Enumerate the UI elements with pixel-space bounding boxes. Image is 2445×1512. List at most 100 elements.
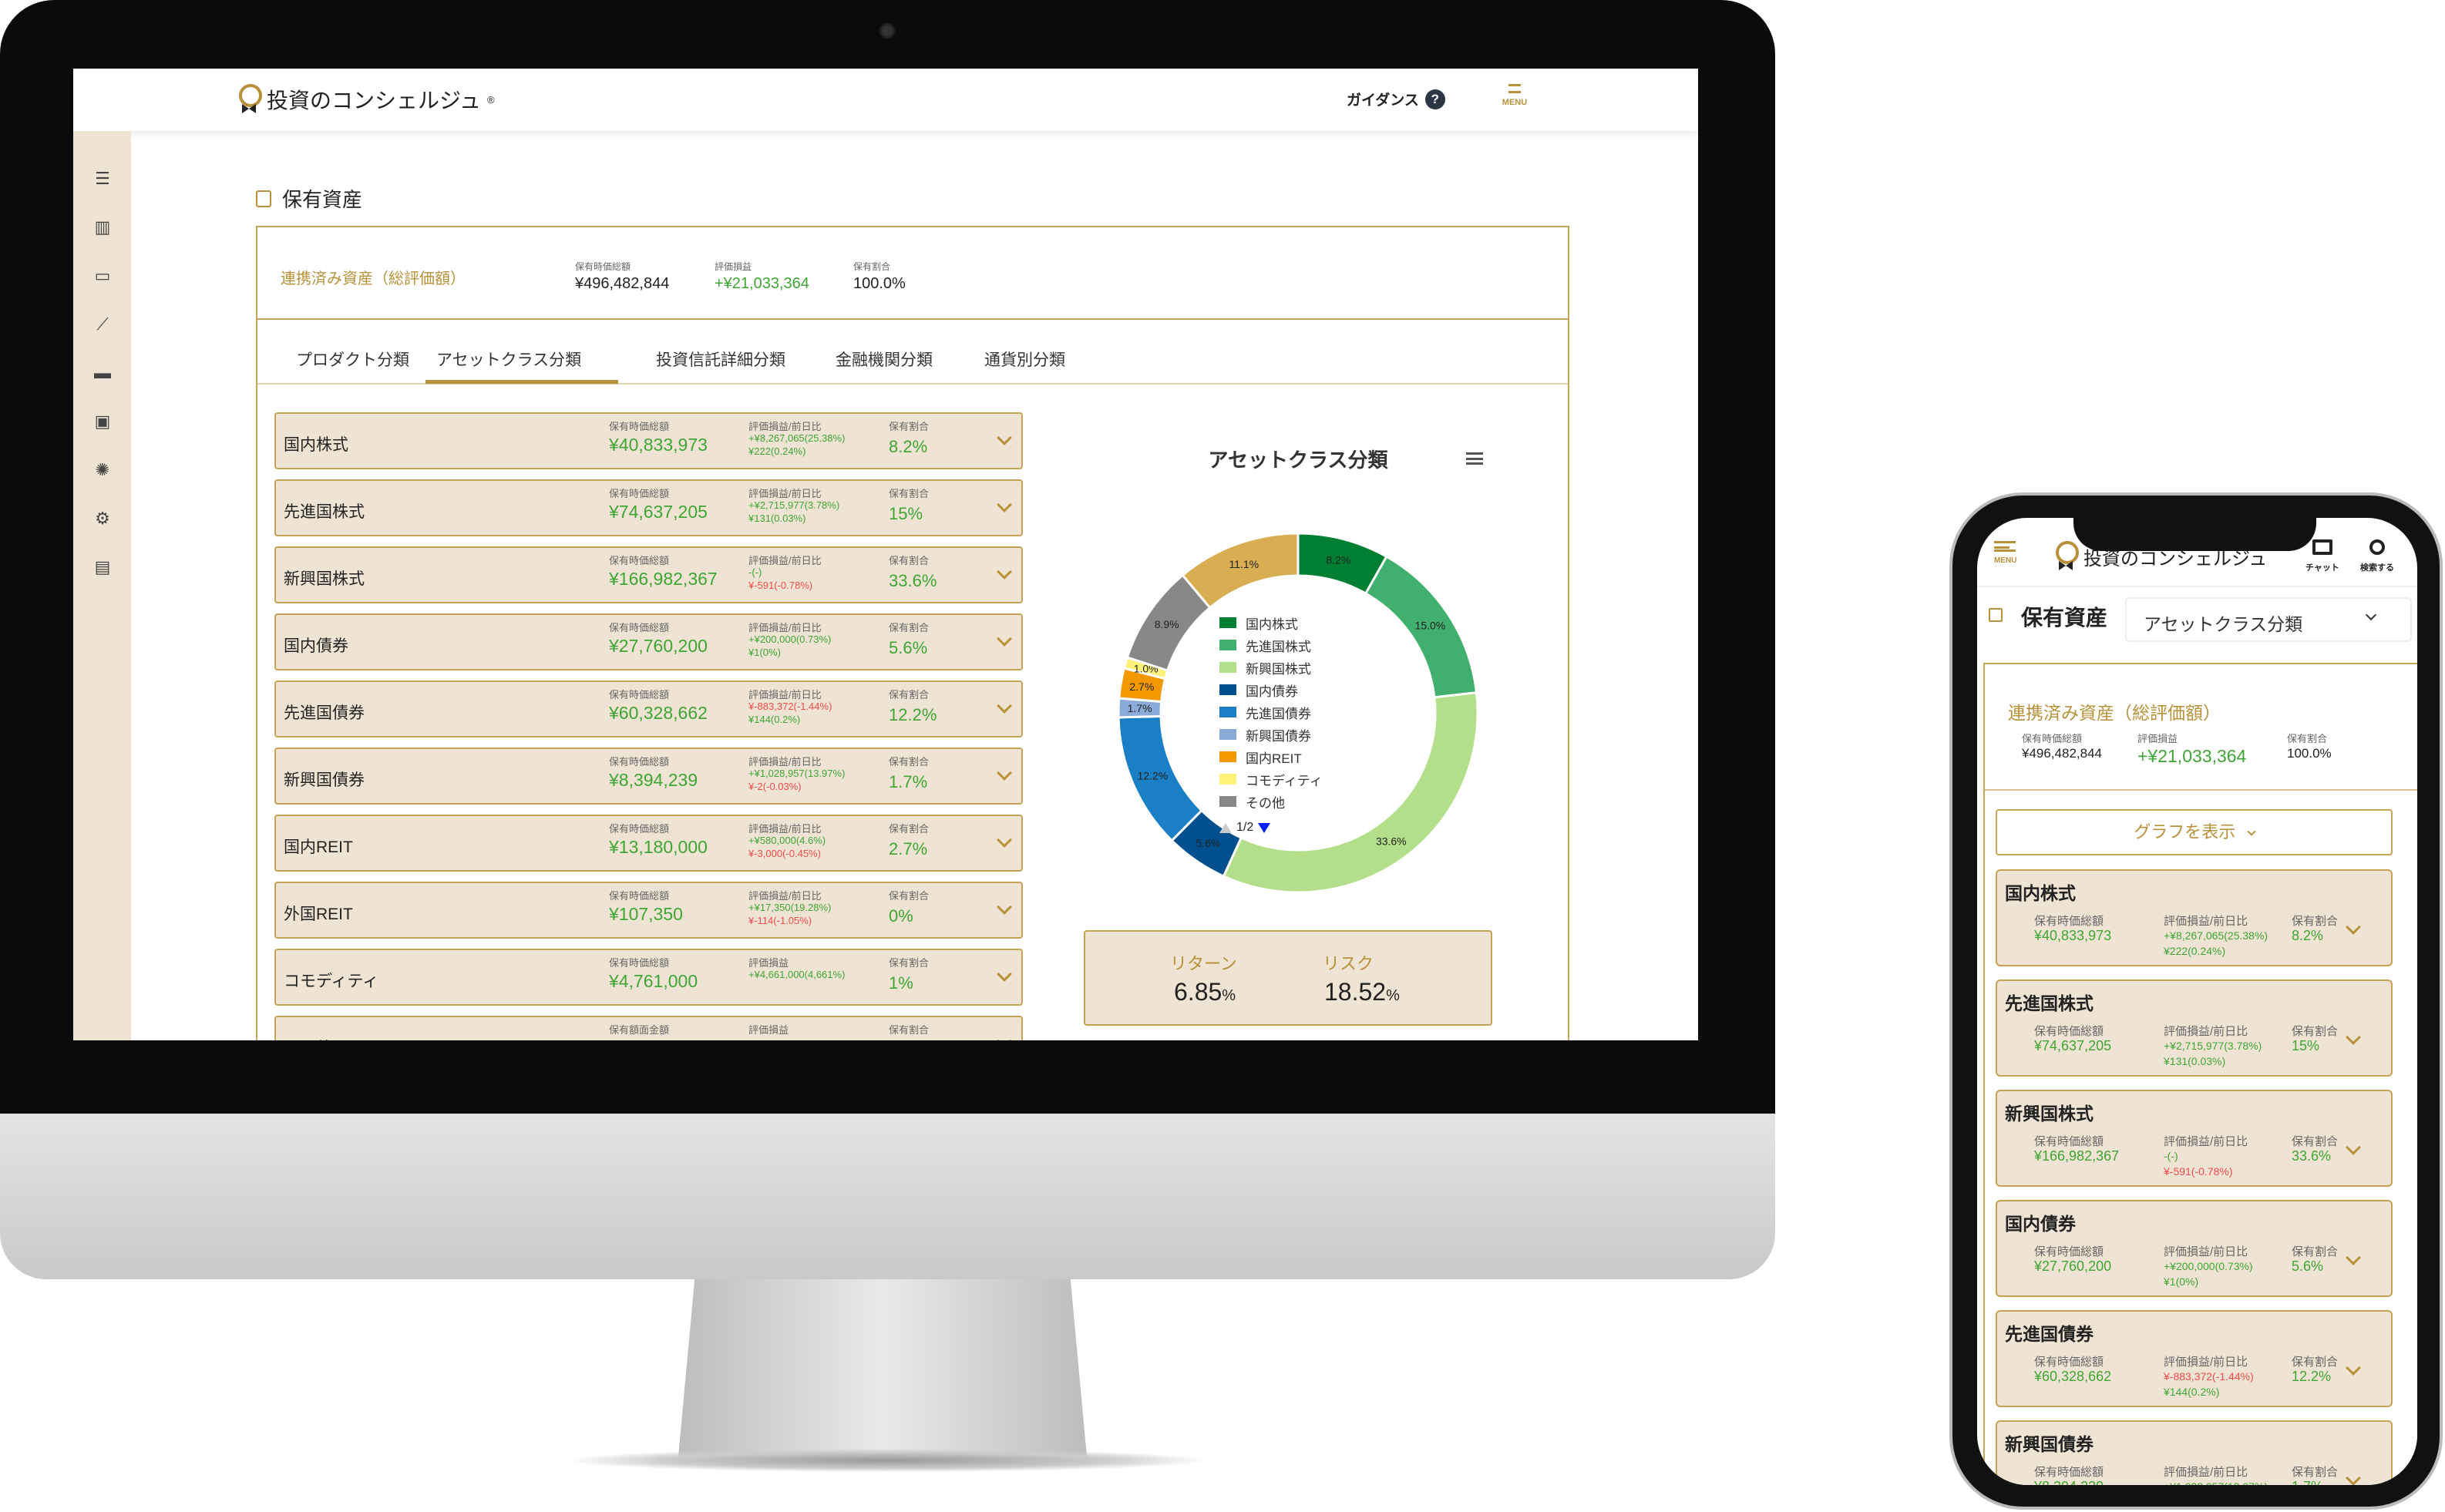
chevron-down-icon[interactable]	[997, 430, 1012, 445]
legend-label: その他	[1246, 795, 1285, 811]
summary-section: 連携済み資産（総評価額） 保有時価総額 ¥496,482,844 評価損益 +¥…	[257, 227, 1568, 320]
line-chart-icon[interactable]: ⟋	[96, 314, 109, 334]
bar-chart-icon[interactable]: ▥	[94, 217, 111, 237]
chevron-down-icon[interactable]	[997, 765, 1012, 781]
share-label: 保有割合	[889, 555, 930, 566]
mobile-logo[interactable]: 投資のコンシェルジュ	[2054, 541, 2267, 572]
lightbulb-icon[interactable]: ✺	[95, 460, 110, 479]
mobile-asset-row[interactable]: 国内債券 保有時価総額 ¥27,760,200 評価損益/前日比 +¥200,000(0…	[1996, 1200, 2393, 1297]
chevron-down-icon[interactable]	[997, 966, 1012, 982]
contact-card-icon[interactable]: ▣	[94, 412, 111, 431]
mobile-value-label: 保有時価総額	[2034, 1356, 2104, 1369]
legend-item[interactable]: 国内REIT	[1219, 747, 1302, 767]
share-label: 保有割合	[889, 421, 930, 432]
summary-title: 連携済み資産（総評価額）	[281, 270, 466, 287]
pl-label: 評価損益/前日比	[748, 756, 822, 768]
search-button[interactable]: 検索する	[2360, 539, 2394, 573]
legend-item[interactable]: 新興国債券	[1219, 724, 1311, 744]
mobile-day-change: ¥222(0.24%)	[2164, 945, 2226, 957]
legend-item[interactable]: 先進国債券	[1219, 702, 1311, 722]
tab-0[interactable]: プロダクト分類	[296, 351, 409, 369]
mobile-menu-label: MENU	[1994, 556, 2017, 565]
legend-item[interactable]: 先進国株式	[1219, 635, 1311, 655]
tab-1[interactable]: アセットクラス分類	[436, 351, 582, 369]
chevron-down-icon[interactable]	[997, 698, 1012, 714]
active-tab-indicator	[425, 380, 618, 384]
asset-row[interactable]: 新興国債券 保有時価総額 ¥8,394,239 評価損益/前日比 +¥1,028,957…	[274, 748, 1023, 805]
category-select[interactable]: アセットクラス分類	[2125, 597, 2412, 642]
credit-card-icon[interactable]: ▭	[94, 266, 111, 285]
tab-3[interactable]: 金融機関分類	[836, 351, 933, 369]
hamburger-icon[interactable]: ☰	[95, 169, 110, 188]
chevron-down-icon[interactable]	[2346, 1140, 2361, 1155]
guidance-button[interactable]: ガイダンス ?	[1347, 89, 1445, 109]
mobile-header-divider	[1977, 586, 2417, 587]
asset-row[interactable]: 国内債券 保有時価総額 ¥27,760,200 評価損益/前日比 +¥200,000(0…	[274, 613, 1023, 670]
donut-slice-9[interactable]	[1181, 532, 1300, 610]
pl-value: +¥200,000(0.73%)	[748, 633, 832, 645]
legend-prev-icon[interactable]	[1219, 822, 1232, 833]
market-value: ¥44,256,000	[609, 1038, 708, 1040]
chevron-down-icon[interactable]	[997, 497, 1012, 512]
mobile-asset-row[interactable]: 新興国株式 保有時価総額 ¥166,982,367 評価損益/前日比 -(-) ¥-591…	[1996, 1090, 2393, 1187]
gear-icon[interactable]: ⚙	[95, 509, 110, 528]
mobile-asset-name: 先進国株式	[2005, 993, 2094, 1013]
legend-item[interactable]: 新興国株式	[1219, 657, 1311, 677]
chevron-down-icon[interactable]	[997, 631, 1012, 647]
asset-row[interactable]: 外国REIT 保有時価総額 ¥107,350 評価損益/前日比 +¥17,350(19.…	[274, 882, 1023, 939]
logo[interactable]: 投資のコンシェルジュ ®	[237, 84, 495, 115]
legend-item[interactable]: コモディティ	[1219, 769, 1323, 789]
monitor-base-shadow	[570, 1449, 1202, 1472]
chat-button[interactable]: チャット	[2305, 539, 2339, 573]
legend-next-icon[interactable]	[1258, 822, 1271, 833]
mobile-share-value: 5.6%	[2292, 1258, 2324, 1274]
page-title: 保有資産	[282, 188, 363, 211]
asset-row[interactable]: 国内REIT 保有時価総額 ¥13,180,000 評価損益/前日比 +¥580,000…	[274, 815, 1023, 872]
legend-item[interactable]: 国内債券	[1219, 680, 1298, 700]
mobile-asset-row[interactable]: 先進国株式 保有時価総額 ¥74,637,205 評価損益/前日比 +¥2,715,97…	[1996, 979, 2393, 1077]
donut-slice-2[interactable]	[1222, 691, 1479, 894]
search-icon	[2369, 539, 2385, 555]
chevron-down-icon[interactable]	[2346, 1250, 2361, 1265]
asset-row[interactable]: コモディティ 保有時価総額 ¥4,761,000 評価損益 +¥4,661,000(4,…	[274, 949, 1023, 1006]
day-change: ¥-3,000(-0.45%)	[748, 848, 821, 859]
tab-4[interactable]: 通貨別分類	[984, 351, 1065, 369]
document-icon[interactable]: ▤	[94, 557, 111, 576]
chart-menu-button[interactable]	[1466, 452, 1483, 465]
logo-text: 投資のコンシェルジュ	[267, 89, 482, 113]
chevron-down-icon[interactable]	[997, 899, 1012, 915]
legend-label: 国内債券	[1246, 684, 1298, 699]
share-label: 保有割合	[889, 622, 930, 633]
mobile-value-label: 保有時価総額	[2034, 1245, 2104, 1258]
chevron-down-icon[interactable]	[2346, 1030, 2361, 1045]
asset-row[interactable]: 新興国株式 保有時価総額 ¥166,982,367 評価損益/前日比 -(-) ¥-591…	[274, 546, 1023, 603]
mobile-asset-row[interactable]: 国内株式 保有時価総額 ¥40,833,973 評価損益/前日比 +¥8,267,065…	[1996, 869, 2393, 966]
summary-share: 100.0%	[853, 275, 906, 292]
asset-name: その他	[284, 1036, 332, 1040]
show-graph-button[interactable]: グラフを表示	[1996, 809, 2393, 855]
legend-item[interactable]: その他	[1219, 791, 1285, 811]
value-label: 保有時価総額	[609, 689, 670, 701]
mobile-asset-row[interactable]: 先進国債券 保有時価総額 ¥60,328,662 評価損益/前日比 ¥-883,372(…	[1996, 1310, 2393, 1407]
chevron-down-icon[interactable]	[2346, 1360, 2361, 1376]
legend-item[interactable]: 国内株式	[1219, 613, 1298, 633]
chevron-down-icon[interactable]	[997, 1033, 1012, 1040]
tab-2[interactable]: 投資信託詳細分類	[656, 351, 785, 369]
mobile-menu-button[interactable]: MENU	[1994, 541, 2016, 565]
chat-icon[interactable]: ▬	[94, 363, 111, 382]
asset-row[interactable]: 先進国株式 保有時価総額 ¥74,637,205 評価損益/前日比 +¥2,715,97…	[274, 479, 1023, 536]
chevron-down-icon[interactable]	[2346, 1470, 2361, 1485]
menu-button[interactable]: MENU	[1501, 84, 1529, 107]
asset-row[interactable]: 国内株式 保有時価総額 ¥40,833,973 評価損益/前日比 +¥8,267,065…	[274, 412, 1023, 469]
legend-page: 1/2	[1236, 821, 1254, 834]
chevron-down-icon[interactable]	[997, 564, 1012, 580]
chevron-down-icon[interactable]	[2346, 919, 2361, 935]
pl-value: -(-)	[748, 566, 762, 578]
asset-row[interactable]: 先進国債券 保有時価総額 ¥60,328,662 評価損益/前日比 ¥-883,372(…	[274, 680, 1023, 738]
chevron-down-icon[interactable]	[997, 832, 1012, 848]
market-value: ¥27,760,200	[609, 636, 708, 656]
share-label: 保有割合	[889, 890, 930, 902]
pl-value: +¥580,000(4.6%)	[748, 835, 826, 846]
